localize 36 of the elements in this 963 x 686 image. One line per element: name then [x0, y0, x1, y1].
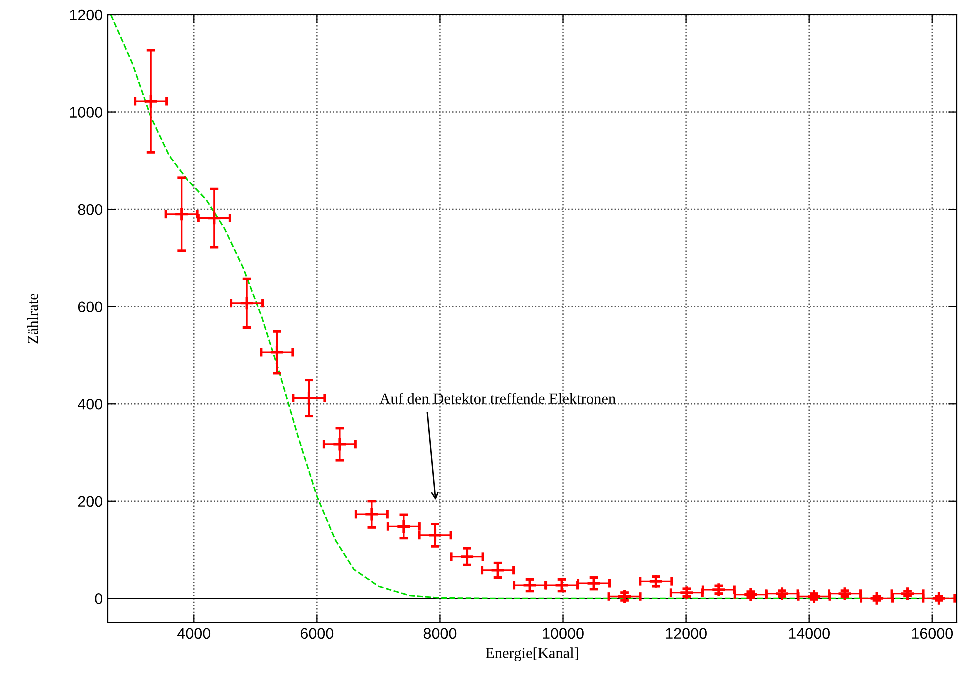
y-tick-label: 800	[78, 204, 103, 216]
point	[396, 519, 412, 534]
point	[806, 589, 822, 604]
point	[332, 436, 348, 452]
point	[870, 591, 885, 606]
y-tick-label: 200	[78, 496, 103, 508]
annotation: Auf den Detektor treffende Elektronen	[380, 393, 616, 404]
x-tick-label: 14000	[789, 628, 830, 640]
point	[932, 591, 947, 606]
x-tick-label: 6000	[300, 628, 334, 640]
point	[270, 345, 285, 360]
point	[774, 586, 790, 602]
x-tick-label: 10000	[543, 628, 584, 640]
x-axis-title: Energie[Kanal]	[486, 648, 578, 662]
x-tick-label: 16000	[912, 628, 954, 640]
y-axis-title: Zählrate	[28, 294, 38, 344]
point	[490, 562, 506, 578]
point	[240, 296, 255, 311]
point	[838, 586, 853, 602]
x-tick-label: 4000	[177, 628, 211, 640]
y-tick-label: 1200	[70, 10, 103, 21]
point	[302, 390, 317, 406]
x-tick-label: 12000	[666, 628, 707, 640]
y-tick-label: 400	[78, 398, 103, 410]
point	[364, 507, 380, 522]
y-tick-label: 600	[78, 302, 103, 313]
point	[206, 210, 222, 226]
point	[174, 206, 190, 222]
y-tick-label: 0	[95, 594, 103, 604]
line-series	[110, 15, 957, 600]
point	[428, 528, 443, 543]
x-tick-label: 8000	[424, 628, 457, 640]
point	[144, 94, 159, 110]
y-tick-label: 1000	[70, 107, 103, 118]
point	[743, 587, 758, 602]
point	[900, 586, 916, 602]
